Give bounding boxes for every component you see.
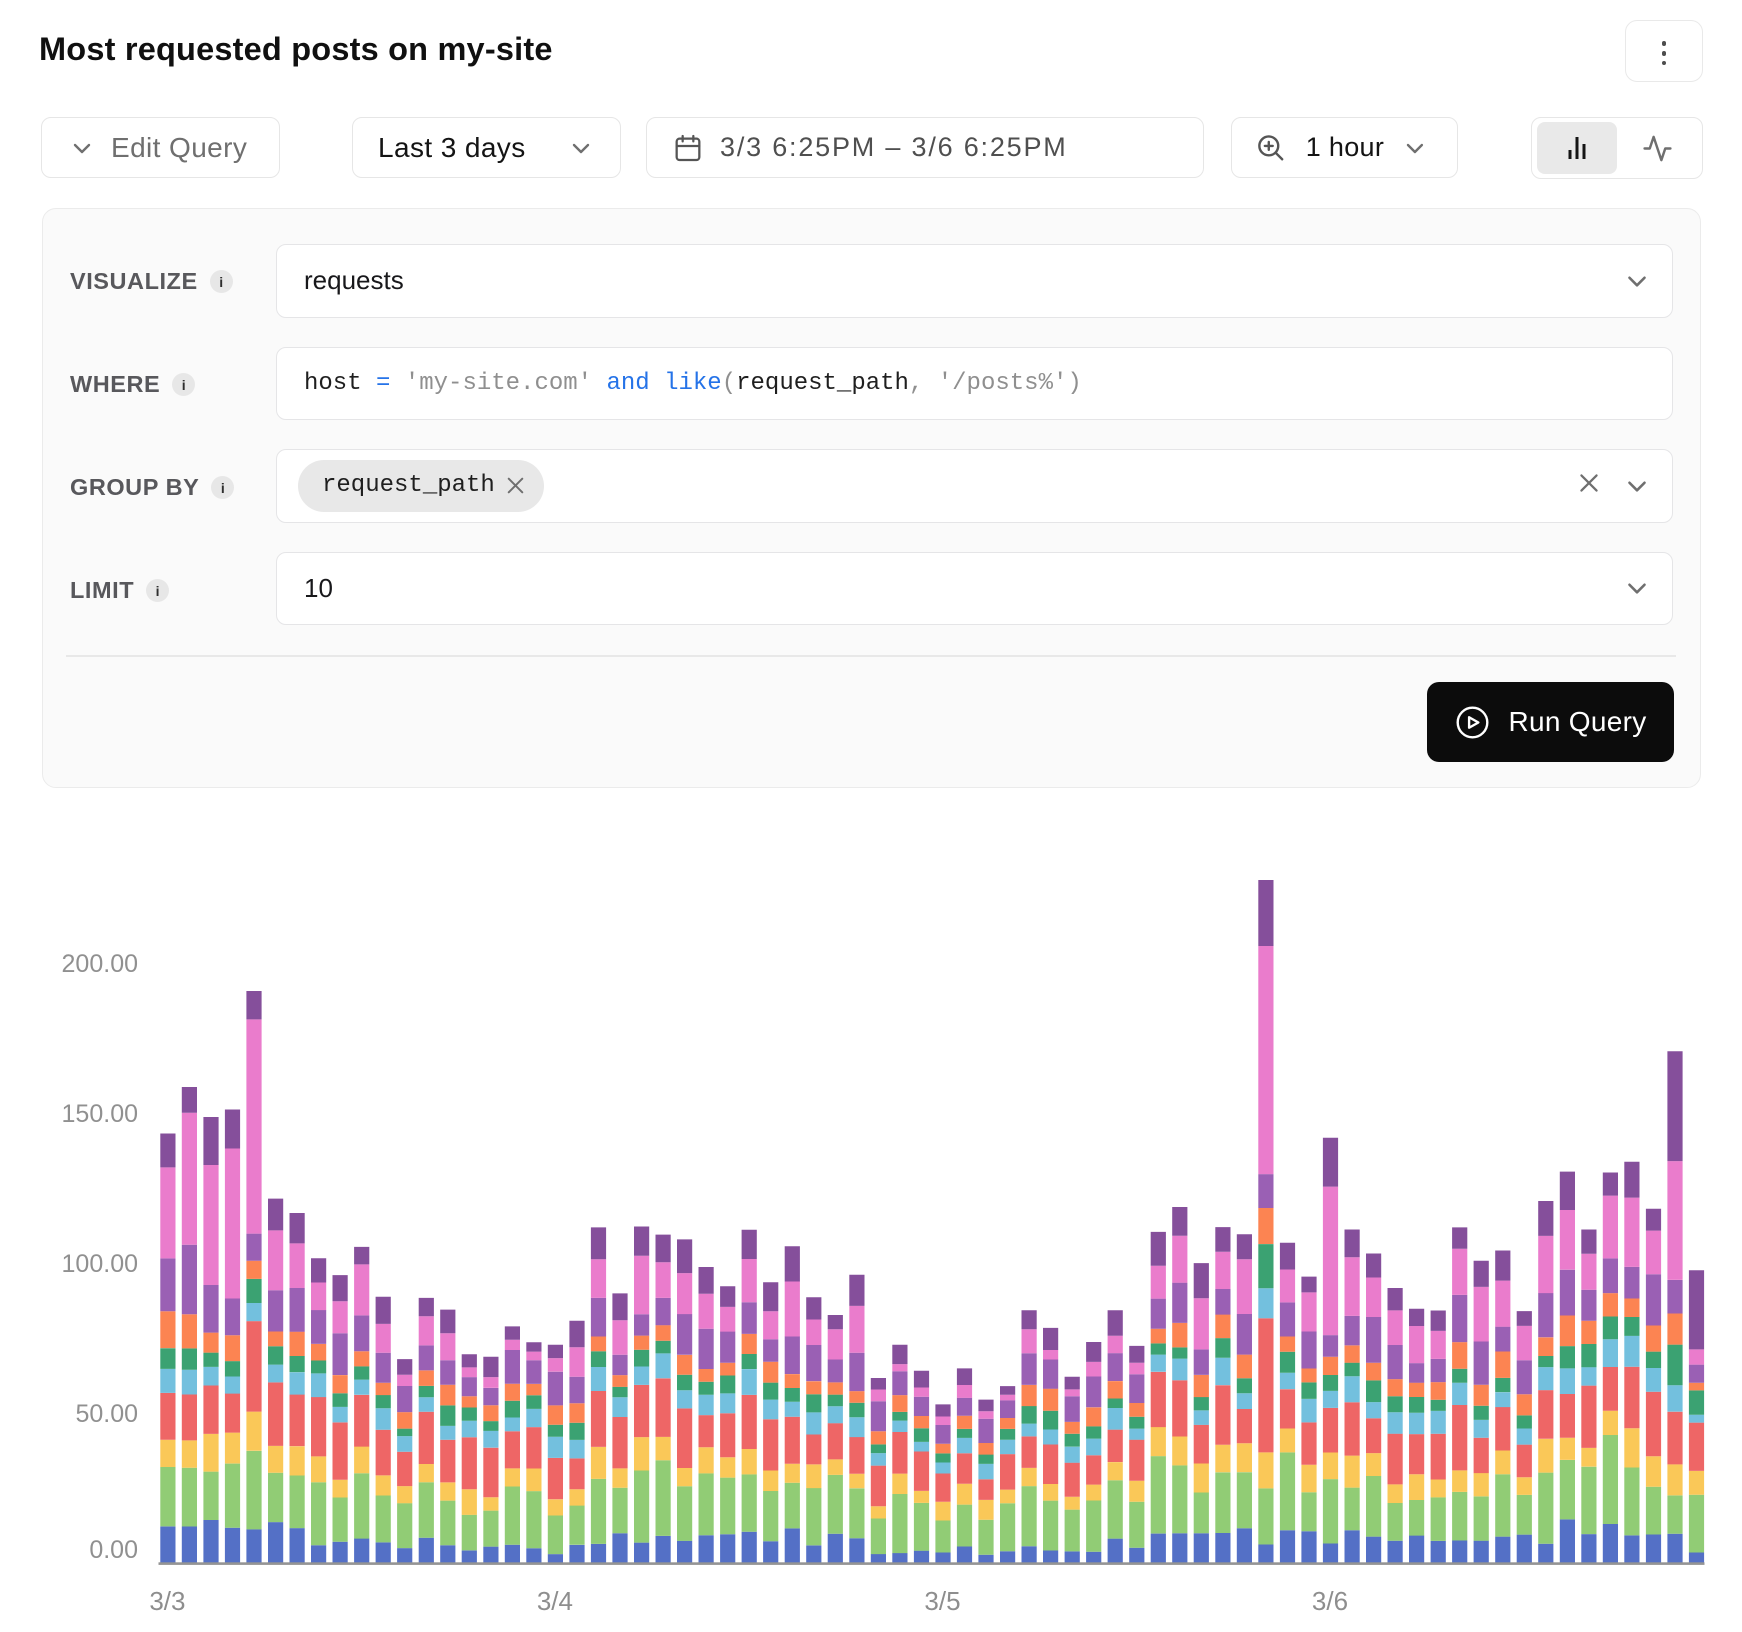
svg-text:3/4: 3/4 — [537, 1586, 573, 1616]
svg-text:150.00: 150.00 — [62, 1100, 138, 1128]
svg-text:3/6: 3/6 — [1312, 1586, 1348, 1616]
svg-text:200.00: 200.00 — [62, 950, 138, 978]
svg-text:50.00: 50.00 — [75, 1400, 138, 1428]
svg-text:3/5: 3/5 — [924, 1586, 960, 1616]
svg-text:100.00: 100.00 — [62, 1250, 138, 1278]
svg-text:3/3: 3/3 — [149, 1586, 185, 1616]
svg-text:0.00: 0.00 — [89, 1536, 138, 1564]
